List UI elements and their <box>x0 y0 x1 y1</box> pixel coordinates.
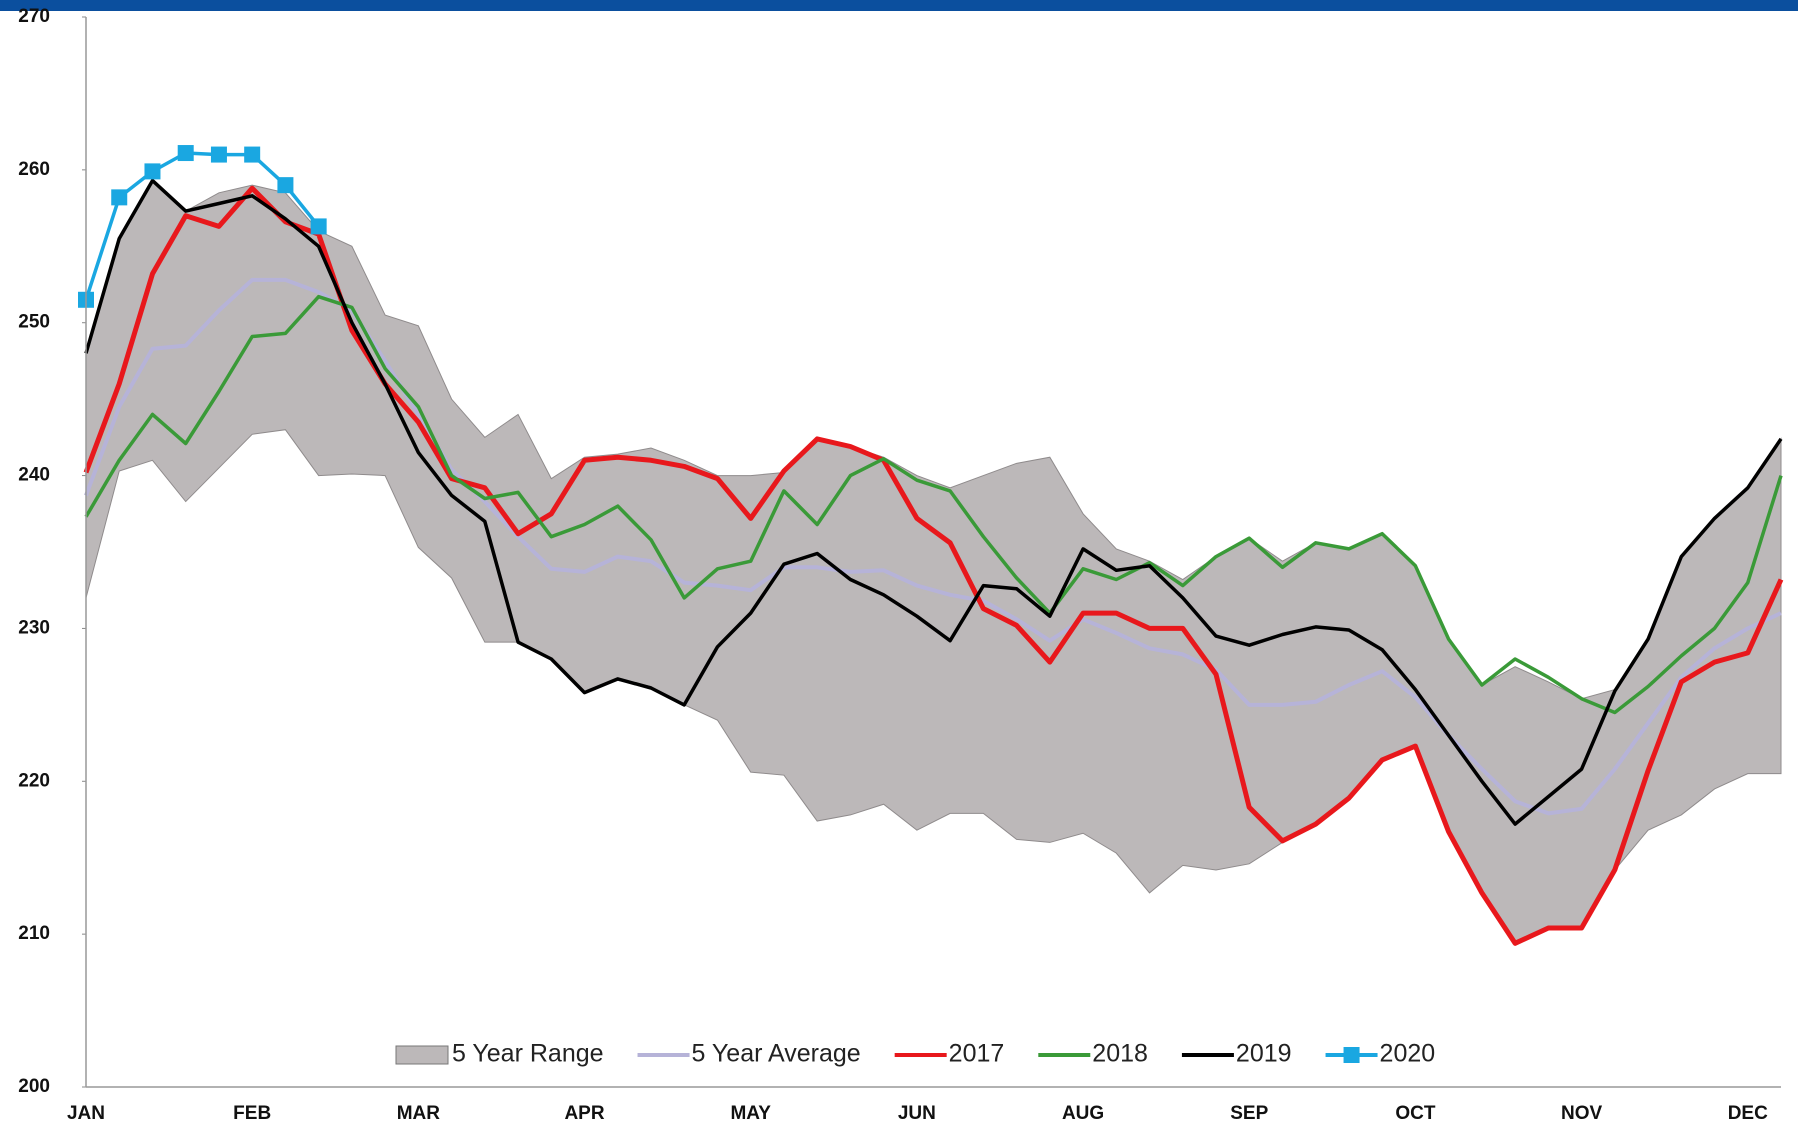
x-tick-label: MAR <box>397 1103 441 1124</box>
series-line <box>84 294 1783 715</box>
y-tick-label: 230 <box>18 617 50 638</box>
x-tick-label: JAN <box>67 1103 105 1124</box>
x-tick-label: SEP <box>1230 1103 1268 1124</box>
y-tick-label: 270 <box>18 6 50 27</box>
y-tick-label: 260 <box>18 159 50 180</box>
series-marker <box>244 146 261 163</box>
x-tick-label: NOV <box>1561 1103 1603 1124</box>
legend-label: 2018 <box>1092 1040 1148 1068</box>
y-tick-label: 220 <box>18 770 50 791</box>
series-marker <box>210 146 227 163</box>
legend-marker <box>1343 1047 1360 1063</box>
series-marker <box>177 145 194 162</box>
y-tick-label: 210 <box>18 923 50 944</box>
legend-swatch <box>395 1045 449 1065</box>
legend: 5 Year Range 5 Year Average 2017 2018 2019 20… <box>395 1040 1436 1068</box>
series-marker <box>277 177 294 194</box>
legend-label: 2017 <box>949 1040 1005 1068</box>
x-tick-label: FEB <box>233 1103 271 1124</box>
x-tick-label: APR <box>564 1103 604 1124</box>
y-tick-label: 200 <box>18 1076 50 1097</box>
y-tick-label: 240 <box>18 465 50 486</box>
x-tick-label: JUN <box>898 1103 936 1124</box>
legend-label: 5 Year Average <box>692 1040 861 1068</box>
series-marker <box>111 189 128 206</box>
x-tick-label: MAY <box>730 1103 771 1124</box>
legend-label: 5 Year Range <box>452 1040 604 1068</box>
legend-label: 2020 <box>1380 1040 1436 1068</box>
x-tick-label: AUG <box>1062 1103 1104 1124</box>
series-line <box>83 185 1784 946</box>
x-tick-label: OCT <box>1395 1103 1436 1124</box>
series-marker <box>310 218 327 235</box>
y-tick-label: 250 <box>18 312 50 333</box>
series-line <box>84 178 1783 826</box>
series-marker <box>144 163 161 180</box>
x-tick-label: DEC <box>1728 1103 1768 1124</box>
header-band <box>0 0 1798 11</box>
legend-label: 2019 <box>1236 1040 1292 1068</box>
